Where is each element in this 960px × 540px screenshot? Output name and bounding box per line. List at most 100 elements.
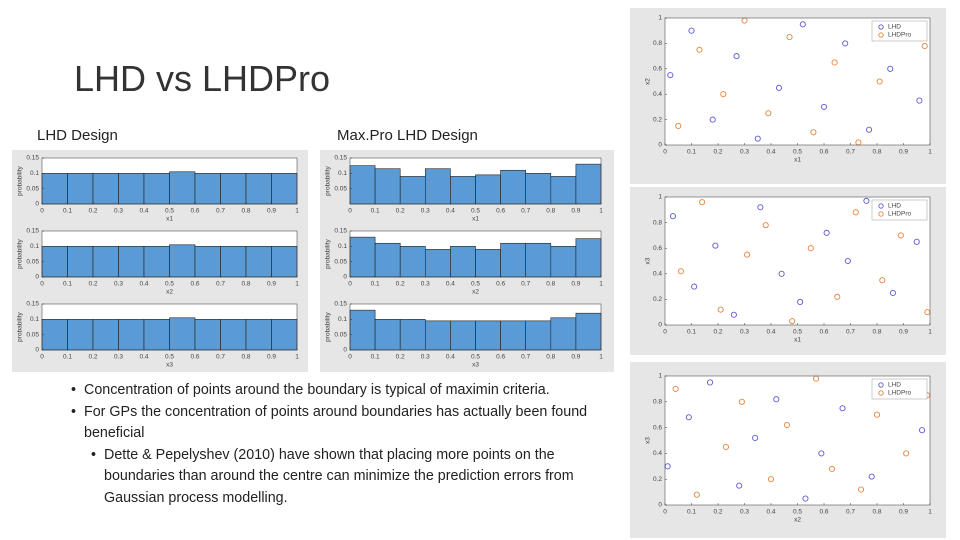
x-tick-label: 1 bbox=[928, 149, 932, 156]
x-tick-label: 0.8 bbox=[872, 509, 881, 516]
x-tick-label: 0 bbox=[348, 208, 352, 215]
point bbox=[733, 53, 740, 60]
y-tick-label: 0.6 bbox=[653, 424, 662, 431]
x-tick-label: 0.9 bbox=[571, 354, 580, 361]
x-tick-label: 0.5 bbox=[793, 149, 802, 156]
y-tick-label: 0.6 bbox=[653, 66, 662, 73]
bar bbox=[374, 319, 401, 351]
point bbox=[818, 450, 825, 457]
x-tick-label: 0.8 bbox=[241, 354, 250, 361]
x-tick-label: 0.4 bbox=[446, 354, 455, 361]
x-tick-label: 0.1 bbox=[687, 149, 696, 156]
x-tick-label: 0.5 bbox=[165, 354, 174, 361]
point bbox=[797, 298, 804, 306]
point bbox=[858, 486, 865, 493]
x-axis-label: x2 bbox=[166, 289, 173, 296]
x-tick-label: 0.8 bbox=[241, 281, 250, 288]
y-tick-label: 0.2 bbox=[653, 296, 662, 303]
bar bbox=[169, 244, 196, 278]
point bbox=[839, 405, 846, 412]
legend bbox=[871, 199, 928, 221]
heading: LHD Design bbox=[37, 127, 118, 144]
x-axis-label: x1 bbox=[794, 337, 801, 344]
bar bbox=[92, 319, 119, 351]
bar bbox=[194, 173, 221, 205]
legend-label: LHDPro bbox=[888, 390, 912, 397]
x-tick-label: 0.5 bbox=[793, 509, 802, 516]
y-tick-label: 0.15 bbox=[26, 228, 39, 235]
point bbox=[831, 59, 838, 66]
x-tick-label: 1 bbox=[295, 208, 299, 215]
x-tick-label: 0.1 bbox=[371, 281, 380, 288]
x-tick-label: 0.9 bbox=[571, 208, 580, 215]
legend-label: LHD bbox=[888, 24, 901, 31]
y-tick-label: 0.1 bbox=[30, 316, 39, 323]
x-tick-label: 0.9 bbox=[267, 281, 276, 288]
x-tick-label: 0.2 bbox=[88, 281, 97, 288]
point bbox=[789, 318, 796, 325]
x-tick-label: 0.3 bbox=[740, 149, 749, 156]
point bbox=[866, 126, 873, 133]
y-axis-label: probability bbox=[325, 238, 332, 268]
y-tick-label: 0.1 bbox=[338, 316, 347, 323]
y-axis-label: probability bbox=[17, 238, 24, 268]
x-tick-label: 0.8 bbox=[872, 329, 881, 336]
point bbox=[897, 232, 904, 239]
point bbox=[876, 78, 883, 85]
x-tick-label: 0.7 bbox=[846, 509, 855, 516]
bar bbox=[118, 319, 145, 351]
x-tick-label: 0.5 bbox=[471, 208, 480, 215]
y-tick-label: 0.6 bbox=[653, 245, 662, 252]
x-tick-label: 0.3 bbox=[421, 281, 430, 288]
y-tick-label: 0.15 bbox=[26, 301, 39, 308]
bar bbox=[424, 320, 451, 351]
legend-marker bbox=[878, 382, 884, 388]
bar bbox=[67, 173, 94, 205]
bar bbox=[575, 163, 602, 205]
x-tick-label: 0.3 bbox=[421, 208, 430, 215]
bar bbox=[575, 238, 602, 278]
y-tick-label: 0 bbox=[658, 322, 662, 329]
x-tick-label: 0.4 bbox=[446, 208, 455, 215]
point bbox=[863, 197, 870, 204]
y-tick-label: 0 bbox=[35, 274, 39, 281]
point bbox=[889, 289, 896, 297]
x-tick-label: 0.6 bbox=[819, 149, 828, 156]
x-tick-label: 1 bbox=[295, 354, 299, 361]
y-tick-label: 0 bbox=[658, 142, 662, 149]
point bbox=[693, 491, 700, 498]
x-tick-label: 0.3 bbox=[740, 329, 749, 336]
x-tick-label: 0 bbox=[40, 281, 44, 288]
bar bbox=[374, 242, 401, 278]
point bbox=[707, 379, 714, 386]
point bbox=[873, 411, 881, 418]
y-tick-label: 0.8 bbox=[653, 219, 662, 226]
bar bbox=[525, 173, 552, 205]
bar bbox=[349, 165, 376, 205]
x-tick-label: 0.8 bbox=[872, 149, 881, 156]
x-tick-label: 0.2 bbox=[713, 329, 722, 336]
x-tick-label: 0.8 bbox=[546, 281, 555, 288]
legend bbox=[871, 378, 928, 400]
y-tick-label: 0.05 bbox=[26, 258, 39, 265]
bar bbox=[349, 309, 376, 351]
point bbox=[802, 495, 809, 502]
bar bbox=[169, 171, 196, 205]
x-tick-label: 0.7 bbox=[521, 354, 530, 361]
y-axis-label: x2 bbox=[645, 78, 652, 85]
x-tick-label: 1 bbox=[599, 208, 603, 215]
x-tick-label: 0.4 bbox=[139, 354, 148, 361]
point bbox=[916, 97, 923, 104]
bar bbox=[500, 169, 527, 205]
x-tick-label: 0.9 bbox=[899, 149, 908, 156]
x-tick-label: 1 bbox=[599, 354, 603, 361]
bar bbox=[271, 246, 298, 278]
x-tick-label: 0 bbox=[40, 208, 44, 215]
x-tick-label: 0.1 bbox=[63, 281, 72, 288]
x-tick-label: 0.7 bbox=[521, 208, 530, 215]
x-tick-label: 0.9 bbox=[899, 329, 908, 336]
bar bbox=[220, 246, 247, 278]
bar bbox=[92, 173, 119, 205]
bar bbox=[92, 246, 119, 278]
point bbox=[921, 42, 928, 49]
